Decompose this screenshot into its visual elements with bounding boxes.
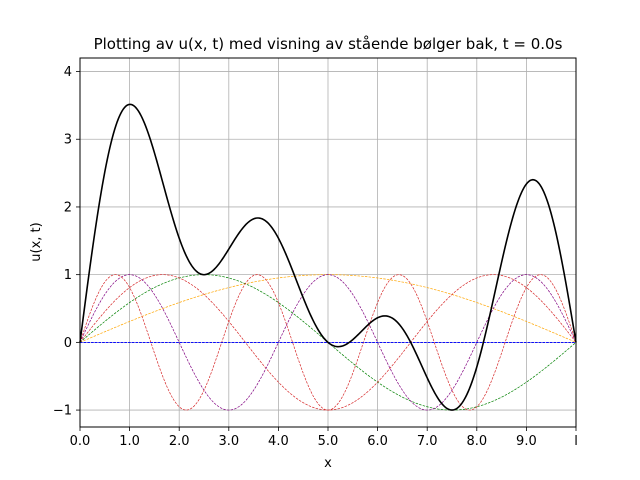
x-tick-label: 0.0 [70,434,91,449]
sum-curve [79,103,577,411]
y-tick-label: 1 [64,268,72,283]
x-tick-label: l [574,434,578,449]
y-axis-ticks: −1 0 1 2 3 4 [53,65,80,419]
y-tick-label: −1 [53,404,72,419]
y-tick-label: 0 [64,336,72,351]
y-axis-label: u(x, t) [29,222,44,261]
x-tick-label: 3.0 [218,434,239,449]
x-tick-label: 6.0 [367,434,388,449]
x-tick-label: 7.0 [417,434,438,449]
x-tick-label: 9.0 [516,434,537,449]
x-tick-label: 4.0 [268,434,289,449]
sum-curve-layer [79,103,577,411]
y-tick-label: 3 [64,133,72,148]
y-tick-label: 4 [64,65,72,80]
standing-wave-mode-5 [79,274,577,411]
x-axis-ticks: 0.0 1.0 2.0 3.0 4.0 5.0 6.0 7.0 8.0 9.0 l [70,427,578,449]
x-tick-label: 5.0 [318,434,339,449]
standing-wave-mode-7 [79,274,577,411]
x-tick-label: 8.0 [466,434,487,449]
x-tick-label: 2.0 [169,434,190,449]
x-axis-label: x [324,456,332,471]
x-tick-label: 1.0 [119,434,140,449]
chart-title: Plotting av u(x, t) med visning av ståen… [94,35,563,53]
y-tick-label: 2 [64,200,72,215]
